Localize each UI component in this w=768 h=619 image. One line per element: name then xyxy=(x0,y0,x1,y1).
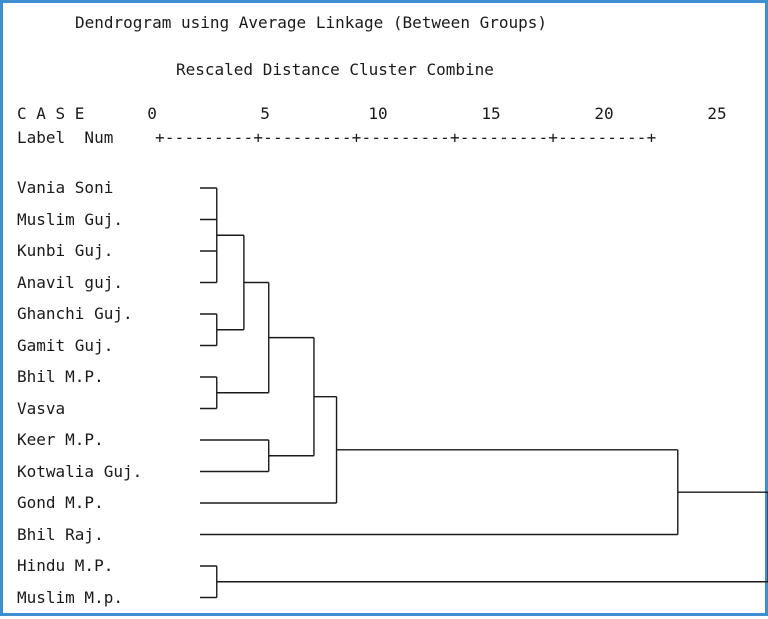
dendrogram-tree xyxy=(200,187,768,599)
case-label: Anavil guj. xyxy=(17,272,123,292)
case-label: Gamit Guj. xyxy=(17,335,114,355)
case-label: Keer M.P. xyxy=(17,430,104,449)
case-label: Vania Soni xyxy=(17,178,114,197)
case-header: C A S E xyxy=(17,104,85,123)
case-label: Muslim M.p. xyxy=(17,587,123,607)
distance-ruler: +---------+---------+---------+---------… xyxy=(155,128,657,147)
case-label: Hindu M.P. xyxy=(17,556,114,575)
case-label: Kunbi Guj. xyxy=(17,241,114,260)
label-num-header: Label Num xyxy=(17,128,114,147)
case-label: Bhil M.P. xyxy=(17,367,104,386)
scale-tick-label: 5 xyxy=(260,104,270,123)
chart-subtitle: Rescaled Distance Cluster Combine xyxy=(176,60,494,79)
case-label: Gond M.P. xyxy=(17,493,104,512)
scale-tick-label: 25 xyxy=(707,104,727,123)
scale-tick-label: 20 xyxy=(594,104,614,123)
case-label: Vasva xyxy=(17,398,66,418)
case-label: Kotwalia Guj. xyxy=(17,461,143,481)
case-label: Ghanchi Guj. xyxy=(17,304,133,323)
chart-title: Dendrogram using Average Linkage (Betwee… xyxy=(75,13,548,32)
scale-tick-label: 10 xyxy=(368,104,388,123)
case-label: Bhil Raj. xyxy=(17,524,104,544)
scale-tick-label: 0 xyxy=(147,104,157,123)
case-label: Muslim Guj. xyxy=(17,209,123,229)
scale-tick-label: 15 xyxy=(481,104,501,123)
